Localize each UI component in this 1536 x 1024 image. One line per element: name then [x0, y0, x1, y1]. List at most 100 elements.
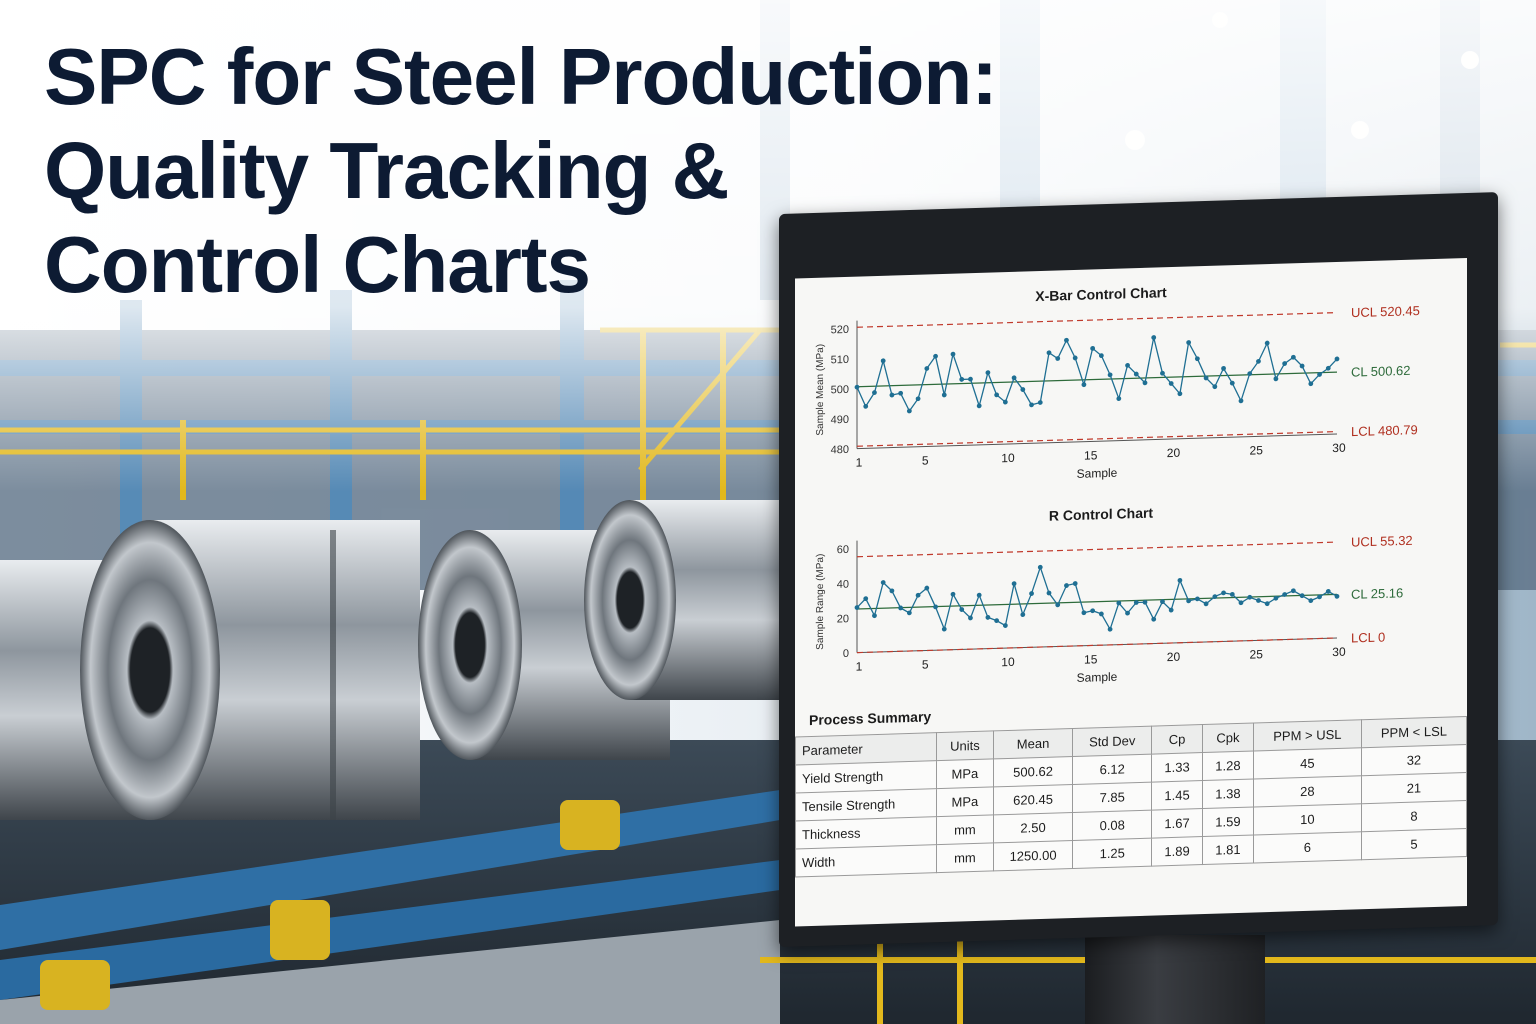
table-cell: mm — [936, 842, 994, 873]
data-point — [1317, 372, 1322, 377]
steel-coils — [0, 500, 780, 820]
x-tick-label: 30 — [1332, 645, 1346, 659]
table-cell: 6.12 — [1072, 754, 1152, 785]
data-point — [1116, 600, 1122, 606]
y-tick-label: 500 — [831, 384, 849, 397]
data-point — [1046, 350, 1052, 356]
column-header: Cp — [1151, 724, 1203, 755]
table-cell: 1.59 — [1202, 807, 1254, 837]
data-point — [1212, 384, 1218, 390]
data-point — [898, 390, 904, 396]
data-point — [1029, 402, 1034, 408]
cl-label: CL 25.16 — [1351, 585, 1403, 602]
data-point — [889, 588, 895, 594]
y-tick-label: 480 — [831, 444, 849, 457]
data-point — [959, 607, 965, 612]
data-point — [1151, 335, 1157, 340]
x-axis — [857, 433, 1337, 450]
data-point — [1256, 358, 1261, 364]
table-cell: MPa — [936, 786, 994, 817]
column-header: Mean — [993, 728, 1073, 759]
y-tick-label: 40 — [837, 579, 849, 591]
data-point — [1308, 598, 1314, 604]
y-tick-label: 520 — [831, 324, 849, 337]
data-point — [1037, 400, 1043, 405]
table-cell: 1.33 — [1151, 752, 1203, 783]
process-summary-table: Parameter Units Mean Std Dev Cp Cpk PPM > USL P… — [795, 715, 1467, 878]
table-cell: mm — [936, 814, 994, 845]
data-point — [976, 592, 982, 598]
data-point — [1090, 608, 1096, 614]
x-tick-label: 15 — [1084, 652, 1098, 666]
column-header: PPM > USL — [1253, 719, 1362, 752]
data-point — [863, 403, 869, 409]
y-tick-label: 20 — [837, 613, 849, 625]
data-point — [941, 392, 947, 398]
data-point — [1064, 337, 1069, 343]
data-point — [1011, 581, 1017, 587]
data-point — [1238, 600, 1244, 606]
data-point — [1098, 353, 1104, 359]
data-point — [1072, 355, 1078, 361]
data-point — [1098, 611, 1104, 617]
data-point — [880, 358, 886, 364]
data-point — [1125, 362, 1130, 368]
ucl-line — [857, 541, 1337, 558]
lcl-label: LCL 0 — [1351, 629, 1385, 645]
data-point — [1002, 623, 1008, 628]
data-point — [872, 390, 877, 395]
x-tick-label: 1 — [856, 659, 863, 673]
data-point — [1273, 376, 1279, 382]
data-point — [941, 626, 947, 632]
x-tick-label: 10 — [1001, 655, 1015, 669]
table-cell: 2.50 — [993, 812, 1073, 843]
data-point — [1282, 592, 1288, 597]
table-cell: 7.85 — [1072, 782, 1152, 813]
data-point — [872, 613, 877, 619]
data-point — [1107, 626, 1113, 632]
data-point — [1221, 590, 1226, 596]
table-cell: 45 — [1253, 747, 1362, 780]
data-point — [1177, 577, 1183, 583]
data-point — [1273, 595, 1279, 601]
ucl-label: UCL 520.45 — [1351, 303, 1420, 320]
data-point — [880, 580, 886, 585]
data-point — [1203, 601, 1209, 607]
data-point — [1238, 398, 1244, 404]
data-point — [1229, 380, 1235, 386]
y-axis-label: Sample Range (MPa) — [815, 553, 826, 649]
table-cell: 1.25 — [1072, 838, 1152, 869]
table-cell: Yield Strength — [795, 760, 937, 793]
column-header: PPM < LSL — [1361, 716, 1467, 748]
data-point — [1290, 354, 1296, 360]
data-point — [1151, 616, 1157, 622]
x-tick-label: 10 — [1001, 451, 1015, 465]
monitor: X-Bar Control Chart 480 490 500 510 520 1 5 10 15… — [779, 192, 1498, 947]
data-point — [915, 396, 921, 402]
data-point — [1194, 596, 1200, 602]
x-tick-label: 15 — [1084, 448, 1098, 462]
column-header: Units — [936, 730, 994, 761]
column-header: Std Dev — [1072, 726, 1152, 757]
data-point — [898, 605, 904, 611]
data-point — [1203, 375, 1209, 381]
data-point — [1194, 356, 1200, 362]
data-point — [1229, 591, 1235, 597]
data-point — [1325, 365, 1331, 371]
monitor-stand — [1085, 935, 1265, 1024]
table-cell: 1.45 — [1151, 780, 1203, 811]
data-point — [1177, 391, 1183, 397]
data-point — [1133, 600, 1139, 605]
series-line — [856, 337, 1338, 413]
lcl-label: LCL 480.79 — [1351, 422, 1418, 439]
table-cell: Thickness — [795, 816, 937, 849]
y-tick-label: 60 — [837, 544, 849, 556]
data-point — [1142, 380, 1148, 386]
data-point — [1090, 346, 1096, 351]
data-point — [1256, 598, 1261, 603]
x-tick-label: 25 — [1250, 443, 1264, 457]
data-point — [1002, 399, 1008, 405]
data-point — [1064, 583, 1069, 588]
y-tick-label: 510 — [831, 354, 849, 367]
table-cell: 0.08 — [1072, 810, 1152, 841]
